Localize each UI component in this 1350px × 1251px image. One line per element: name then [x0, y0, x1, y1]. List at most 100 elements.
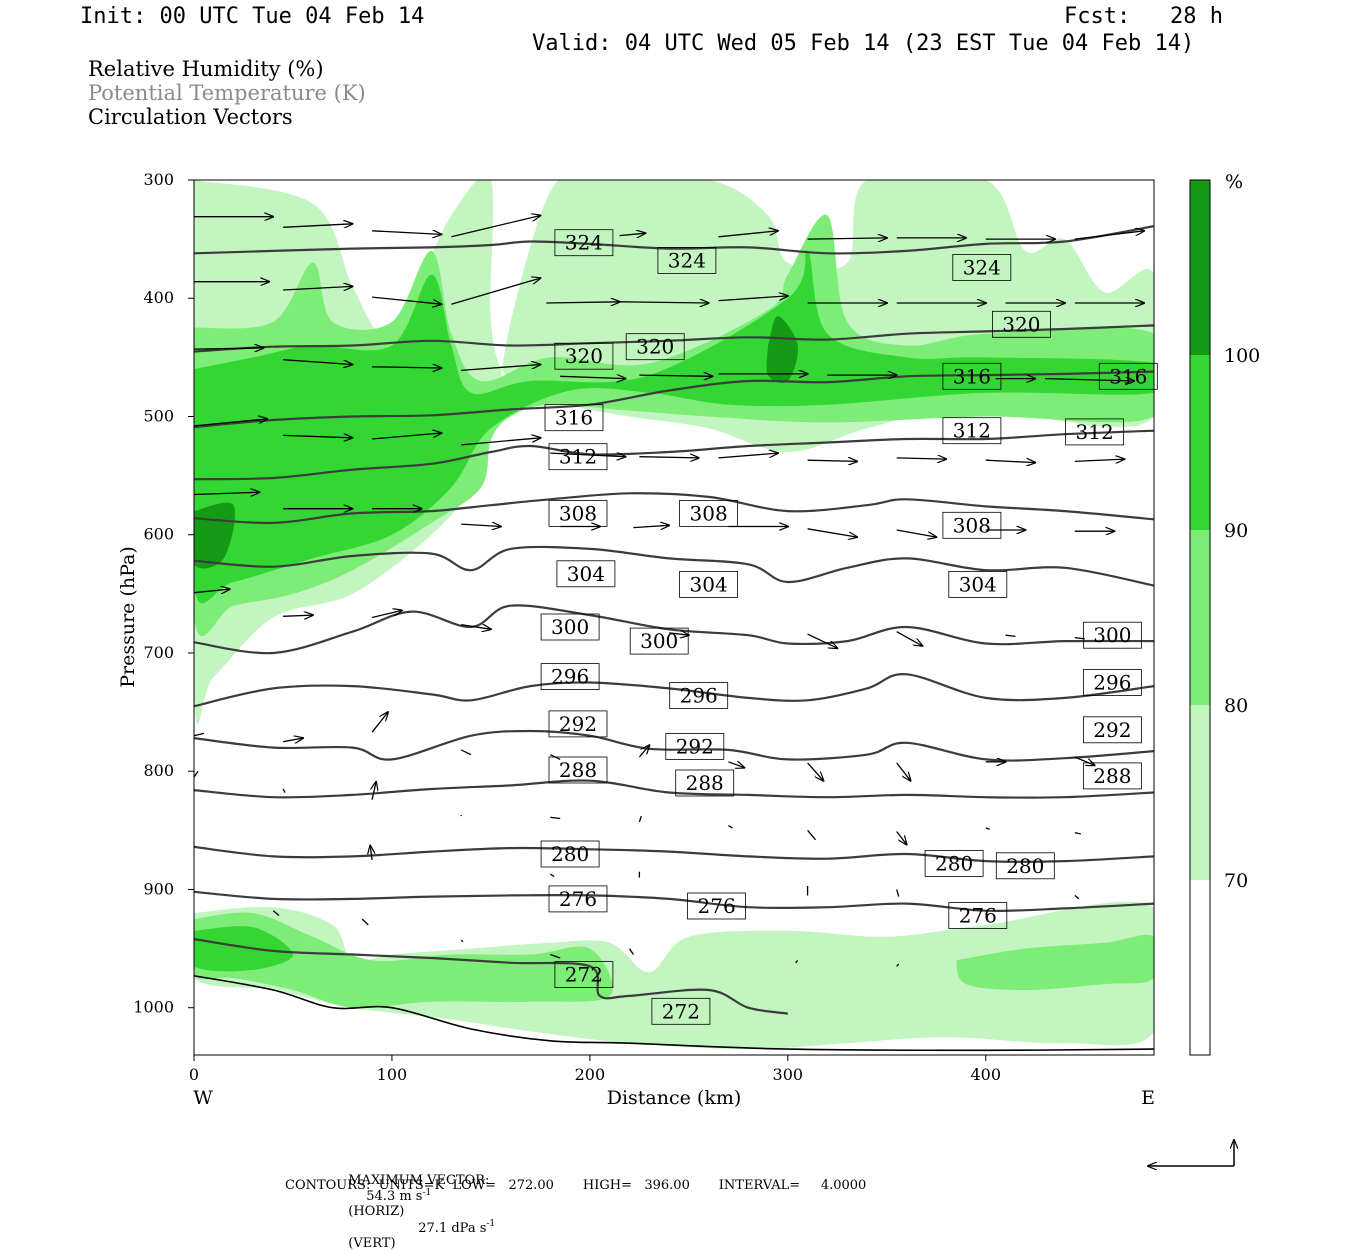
contour-label-box: [924, 850, 984, 877]
circulation-vector: [633, 525, 669, 527]
circulation-vector: [807, 762, 824, 781]
x-tick-label: 0: [189, 1065, 199, 1084]
circulation-vector: [282, 788, 286, 793]
contour-label-box: [554, 229, 614, 257]
circulation-vector: [985, 460, 1035, 462]
x-tick-label: 400: [970, 1065, 1001, 1084]
circulation-vector: [282, 738, 303, 742]
contour-label-276: 276: [548, 885, 608, 913]
theta-contour-292: [194, 729, 1154, 762]
forecast-hour: Fcst: 28 h: [1064, 4, 1223, 29]
circulation-vector: [372, 433, 441, 440]
contour-label-text: 304: [959, 572, 997, 596]
theta-contour-300: [194, 604, 1154, 655]
west-label: W: [193, 1087, 213, 1109]
circulation-vector: [1045, 379, 1134, 381]
contour-label-box: [669, 682, 729, 709]
circulation-vector: [718, 453, 778, 459]
circulation-vector: [550, 816, 561, 820]
contour-label-276: 276: [948, 902, 1008, 929]
contour-label-text: 288: [559, 758, 597, 782]
contour-label-280: 280: [995, 852, 1055, 880]
init-time: Init: 00 UTC Tue 04 Feb 14: [80, 4, 425, 29]
contour-label-box: [625, 333, 685, 361]
contour-label-280: 280: [540, 840, 600, 868]
contour-label-box: [942, 362, 1002, 390]
contour-label-text: 300: [551, 615, 589, 639]
x-tick-label: 100: [377, 1065, 408, 1084]
vert-exponent: -1: [486, 1219, 496, 1230]
circulation-vector: [669, 633, 689, 635]
contour-label-312: 312: [1065, 418, 1124, 446]
contour-label-276: 276: [687, 892, 746, 920]
x-tick-label: 200: [575, 1065, 606, 1084]
y-tick-label: 300: [143, 170, 174, 189]
circulation-vector: [638, 745, 649, 758]
contour-label-text: 296: [551, 665, 589, 689]
contour-label-text: 324: [963, 256, 1001, 280]
circulation-vector: [896, 529, 937, 537]
max-vert-value: 27.1 dPa s: [418, 1220, 487, 1236]
theta-contour-316: [194, 370, 1154, 429]
contour-label-272: 272: [554, 961, 614, 988]
circulation-vector: [194, 348, 263, 349]
horiz-exponent: -1: [422, 1188, 432, 1198]
circulation-vector: [896, 963, 900, 967]
rh-colorbar: 100 90 80 70: [1189, 179, 1260, 1056]
contour-label-320: 320: [625, 333, 685, 361]
circulation-vector: [807, 829, 816, 841]
circulation-vector: [718, 296, 788, 302]
rh-region-80-4: [956, 934, 1154, 990]
circulation-vector: [194, 770, 199, 778]
circulation-vector: [619, 233, 646, 235]
circulation-vector: [546, 302, 619, 303]
contour-label-box: [995, 852, 1055, 880]
contour-label-324: 324: [952, 254, 1012, 281]
contour-label-box: [540, 663, 600, 690]
contour-label-box: [548, 756, 608, 784]
circulation-vector: [1074, 756, 1095, 765]
contour-label-text: 292: [1093, 718, 1131, 742]
contour-label-text: 292: [559, 712, 597, 736]
y-tick-label: 800: [143, 761, 174, 780]
y-tick-label: 700: [143, 643, 174, 662]
contour-label-300: 300: [1083, 621, 1142, 649]
contour-label-box: [548, 499, 608, 527]
contour-label-box: [651, 997, 711, 1025]
contour-label-272: 272: [651, 997, 711, 1025]
circulation-vector: [283, 286, 352, 290]
contour-label-box: [992, 310, 1051, 338]
circulation-vector: [372, 782, 376, 800]
contour-label-text: 272: [565, 963, 603, 987]
circulation-vector: [370, 846, 372, 860]
circulation-vector: [550, 953, 561, 959]
circulation-vector: [560, 376, 625, 378]
contour-label-text: 280: [1006, 854, 1044, 878]
circulation-vector: [718, 231, 778, 238]
circulation-vector: [1005, 634, 1016, 638]
terrain-line: [194, 975, 1154, 1052]
contour-label-text: 272: [662, 999, 700, 1023]
axes: 300 400 500 600 700 800 900 1000 0 100 200 300 400: [133, 170, 1001, 1084]
y-tick-label: 600: [143, 525, 174, 544]
contour-label-316: 316: [942, 362, 1002, 390]
contour-label-text: 320: [565, 344, 603, 368]
contour-label-text: 276: [698, 894, 736, 918]
contour-label-text: 300: [640, 629, 678, 653]
circulation-vector: [194, 492, 259, 494]
colorbar-level-label: 100: [1224, 345, 1260, 367]
circulation-vector: [619, 302, 709, 303]
contour-label-box: [544, 404, 604, 432]
contour-label-box: [665, 733, 725, 760]
rh-region-100-8: [766, 316, 798, 384]
contour-label-box: [540, 613, 600, 641]
circulation-vector: [896, 831, 907, 845]
contour-label-box: [1065, 418, 1124, 446]
circulation-vector: [807, 528, 858, 537]
y-axis-title: Pressure (hPa): [117, 546, 139, 688]
circulation-vector: [807, 460, 858, 461]
circulation-vector: [460, 749, 472, 756]
contour-label-box: [1083, 716, 1142, 744]
contour-label-320: 320: [992, 310, 1051, 338]
contour-label-box: [1098, 362, 1158, 390]
